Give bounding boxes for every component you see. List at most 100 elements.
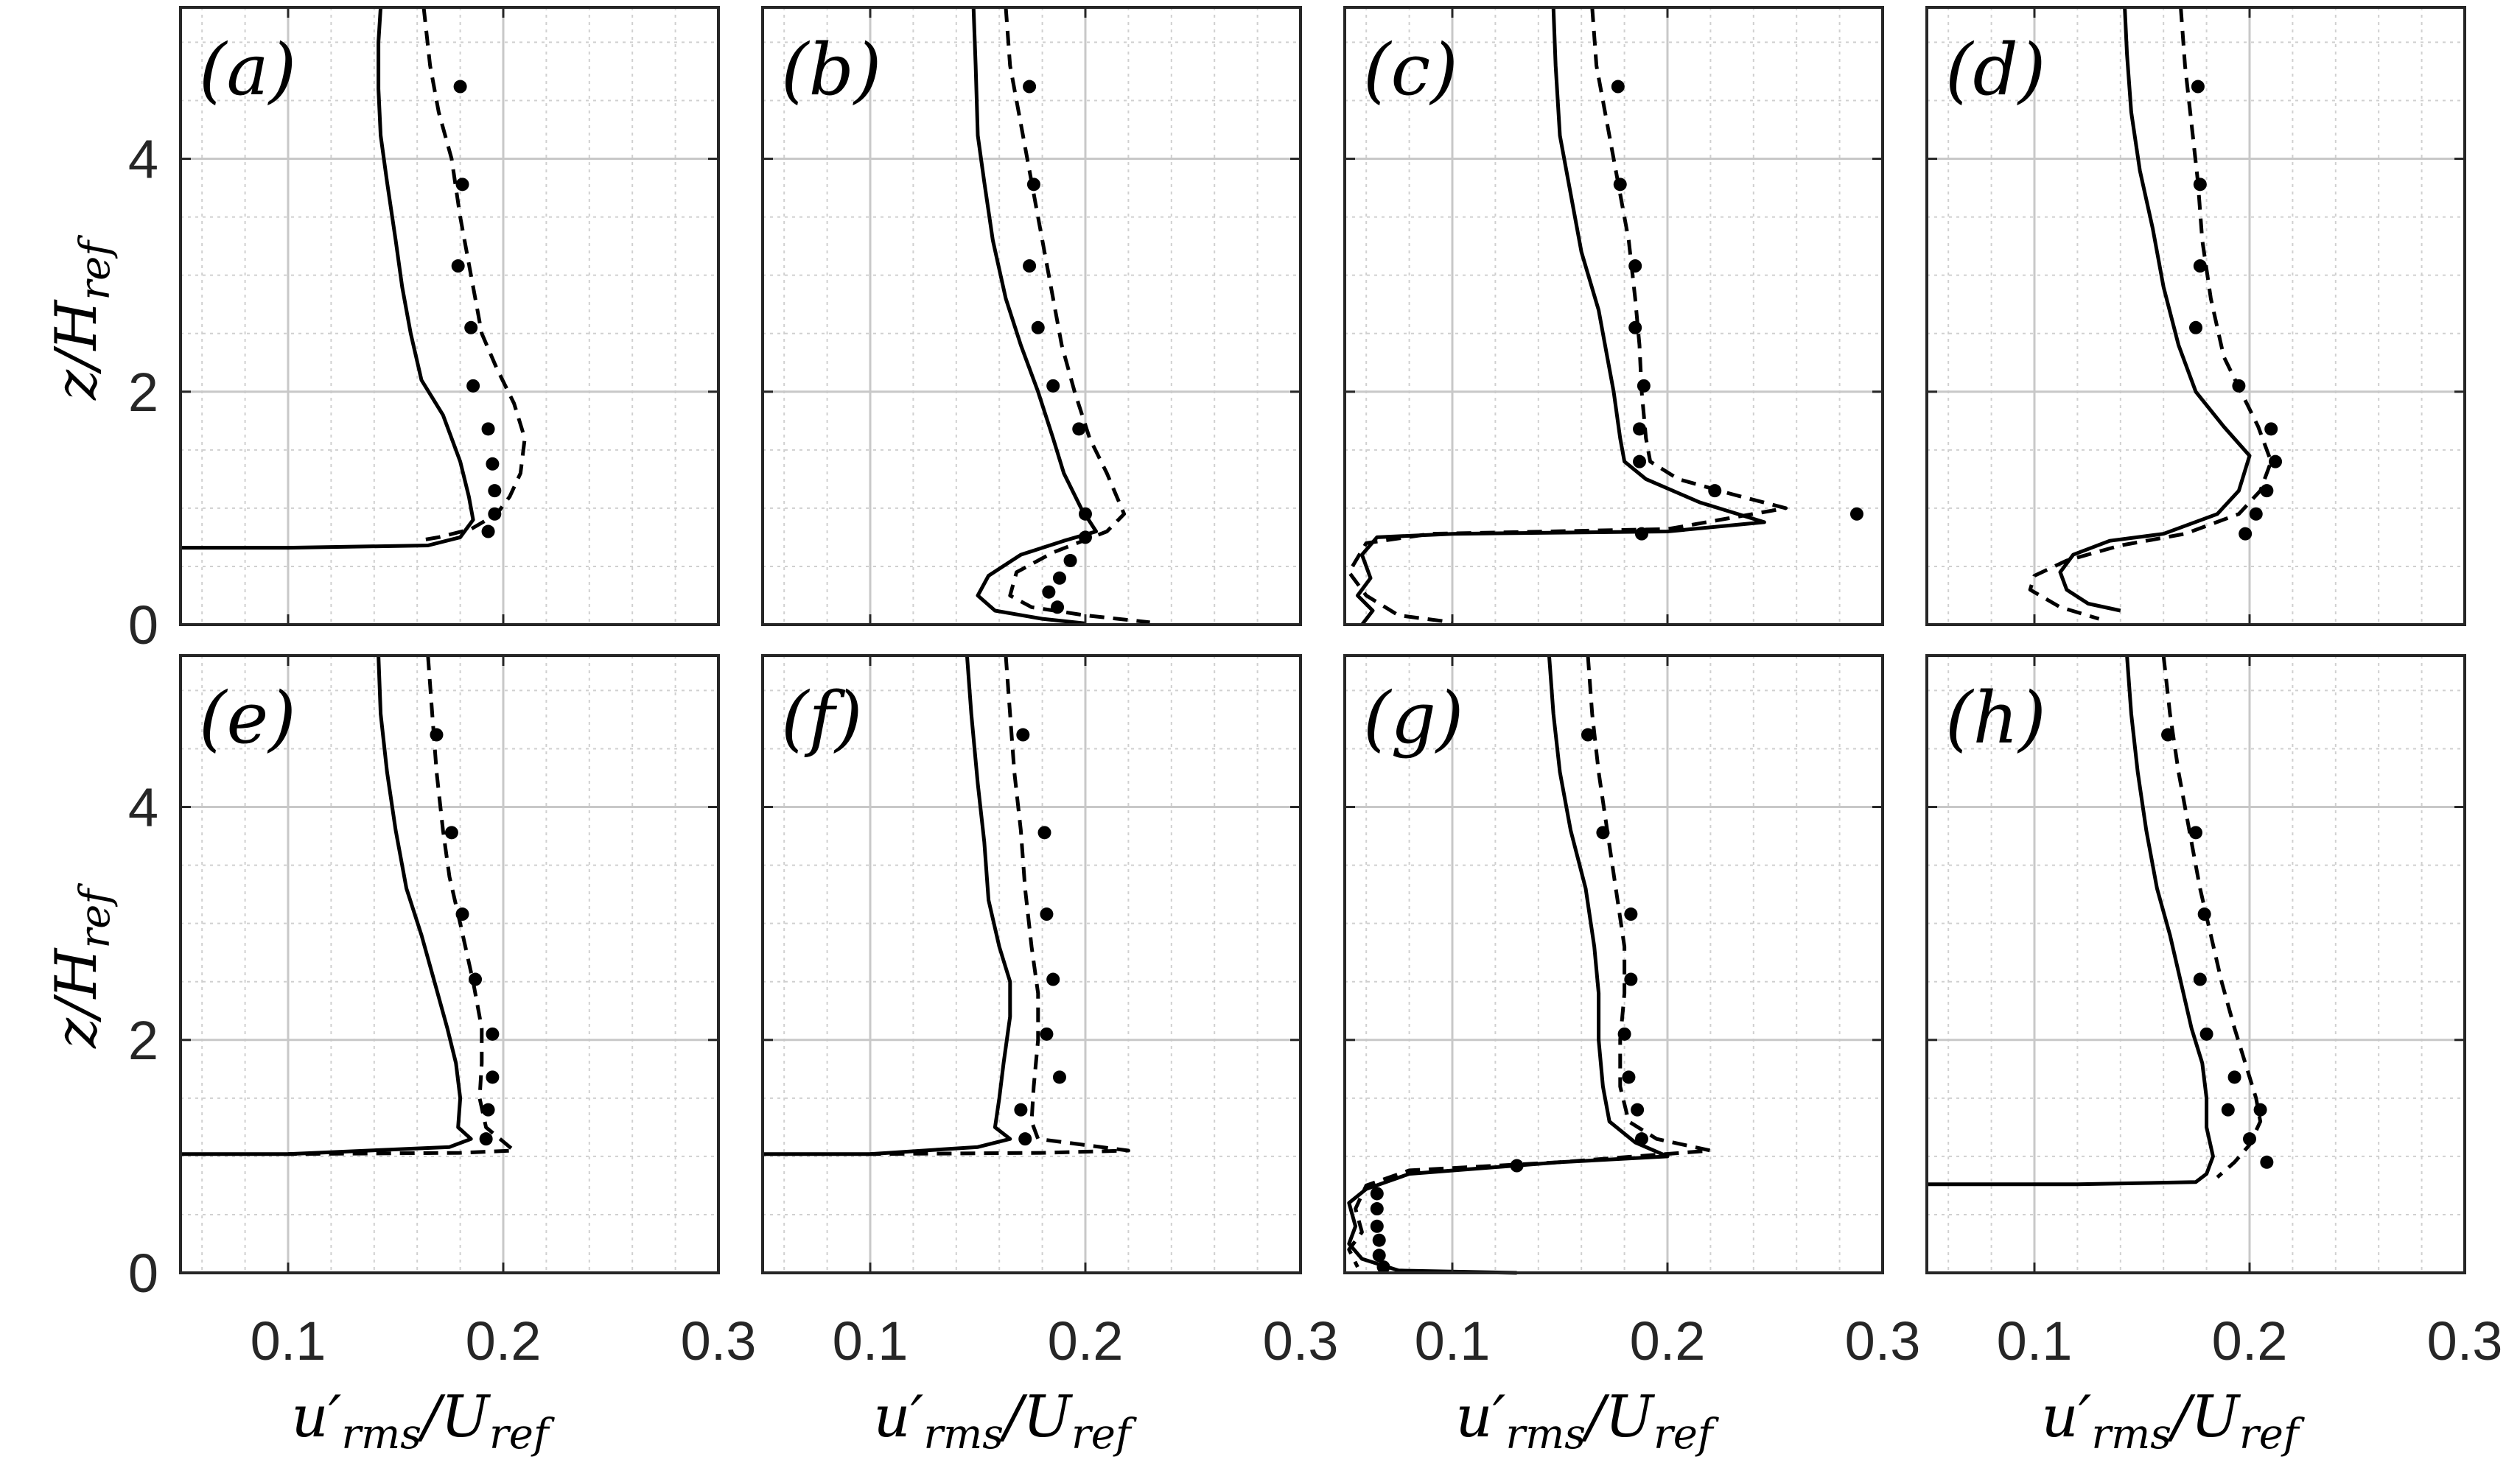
data-point-marker [486, 1070, 500, 1084]
data-point-marker [455, 907, 469, 921]
data-point-marker [444, 826, 458, 840]
dashed-series-line [1347, 7, 1788, 625]
dashed-series-line [1004, 7, 1150, 625]
data-point-marker [2264, 422, 2278, 436]
data-point-marker [481, 524, 495, 538]
data-point-marker [479, 1132, 493, 1146]
panel-3: (c) [1343, 6, 1884, 626]
data-point-marker [1376, 1260, 1390, 1274]
panel-frame [761, 654, 1302, 1274]
data-point-marker [1014, 1103, 1028, 1117]
dashed-series-line [869, 655, 1130, 1156]
x-tick-label: 0.1 [1997, 1310, 2073, 1372]
data-point-marker [469, 972, 483, 986]
solid-series-line [1347, 655, 1670, 1275]
x-axis-label-3: u′rms/Uref [1455, 1384, 1719, 1457]
panel-4: (d) [1925, 6, 2466, 626]
data-point-marker [2269, 454, 2283, 468]
panel-7: (g) 0.1 0.2 0.3 [1343, 654, 1920, 1372]
y-axis-label-top: z/Href [43, 234, 119, 401]
x-axis-label-2: u′rms/Uref [873, 1384, 1137, 1457]
data-point-marker [455, 178, 469, 192]
data-point-marker [2243, 1132, 2256, 1146]
panel-label: (e) [199, 677, 296, 759]
data-point-marker [1052, 571, 1066, 585]
panel-6: (f) 0.1 0.2 0.3 [761, 654, 1339, 1372]
data-point-marker [2221, 1103, 2235, 1117]
panel-frame [1925, 6, 2466, 626]
data-point-marker [1637, 379, 1651, 393]
x-tick-label: 0.2 [466, 1310, 542, 1372]
solid-series-line [763, 655, 1012, 1156]
data-point-marker [1634, 1132, 1648, 1146]
data-point-marker [1040, 907, 1054, 921]
data-point-marker [1617, 1027, 1631, 1041]
data-point-marker [2260, 1155, 2274, 1169]
panel-label: (b) [781, 29, 881, 111]
data-point-marker [1633, 454, 1647, 468]
solid-series-line [1927, 655, 2215, 1187]
panel-label: (f) [781, 677, 862, 759]
x-tick-label: 0.1 [1415, 1310, 1491, 1372]
data-point-marker [1051, 600, 1065, 614]
data-point-marker [2189, 320, 2202, 334]
y-tick-label: 0 [128, 594, 158, 656]
data-point-marker [1631, 1103, 1645, 1117]
data-point-marker [2193, 972, 2207, 986]
panel-label: (a) [199, 29, 296, 111]
panel-5: (e) 0.1 0.2 0.3 0 2 4 [128, 654, 756, 1372]
dashed-series-line [416, 7, 527, 543]
x-axis-label-1: u′rms/Uref [291, 1384, 555, 1457]
data-point-marker [1581, 728, 1595, 742]
x-tick-label: 0.2 [1048, 1310, 1124, 1372]
data-point-marker [1628, 320, 1642, 334]
solid-series-line [2058, 7, 2252, 613]
solid-series-line [1356, 7, 1766, 626]
y-tick-label: 2 [128, 1010, 158, 1071]
data-point-marker [2227, 1070, 2241, 1084]
panels: (a) 0 2 4 (b) (c) (d) (e) 0.1 0.2 0.3 0 2 4 (f) 0.1 0.2 0… [128, 6, 2503, 1372]
data-point-marker [1046, 972, 1060, 986]
data-point-marker [488, 507, 502, 521]
data-point-marker [1079, 507, 1092, 521]
panel-background [1927, 656, 2465, 1273]
x-tick-label: 0.3 [2427, 1310, 2503, 1372]
data-point-marker [1031, 320, 1045, 334]
data-point-marker [1611, 80, 1625, 94]
data-point-marker [1370, 1202, 1384, 1216]
data-point-marker [1023, 80, 1037, 94]
y-tick-label: 2 [128, 362, 158, 423]
x-tick-label: 0.2 [1630, 1310, 1706, 1372]
panel-background [181, 656, 718, 1273]
data-point-marker [466, 379, 480, 393]
y-axis-label-bottom: z/Href [43, 882, 119, 1049]
data-point-marker [2161, 728, 2175, 742]
data-point-marker [1023, 259, 1037, 273]
data-point-marker [1042, 585, 1056, 599]
x-tick-label: 0.3 [1263, 1310, 1339, 1372]
x-axis-label-4: u′rms/Uref [2041, 1384, 2305, 1457]
data-point-marker [2260, 484, 2274, 498]
panel-8: (h) 0.1 0.2 0.3 [1925, 654, 2503, 1372]
data-point-marker [1063, 554, 1077, 568]
data-point-marker [1079, 530, 1092, 544]
data-point-marker [2197, 907, 2211, 921]
data-point-marker [1624, 907, 1638, 921]
panel-frame [179, 6, 720, 626]
data-point-marker [453, 80, 467, 94]
panel-frame [1343, 6, 1884, 626]
data-point-marker [2249, 507, 2263, 521]
data-point-marker [1634, 527, 1648, 541]
y-tick-label: 0 [128, 1243, 158, 1304]
panel-frame [179, 654, 720, 1274]
panel-background [181, 7, 718, 625]
data-point-marker [2191, 80, 2205, 94]
data-point-marker [1052, 1070, 1066, 1084]
panel-frame [1925, 654, 2466, 1274]
data-point-marker [430, 728, 444, 742]
data-point-marker [2232, 379, 2246, 393]
data-point-marker [1622, 1070, 1636, 1084]
data-point-marker [1613, 178, 1627, 192]
data-point-marker [1072, 422, 1086, 436]
